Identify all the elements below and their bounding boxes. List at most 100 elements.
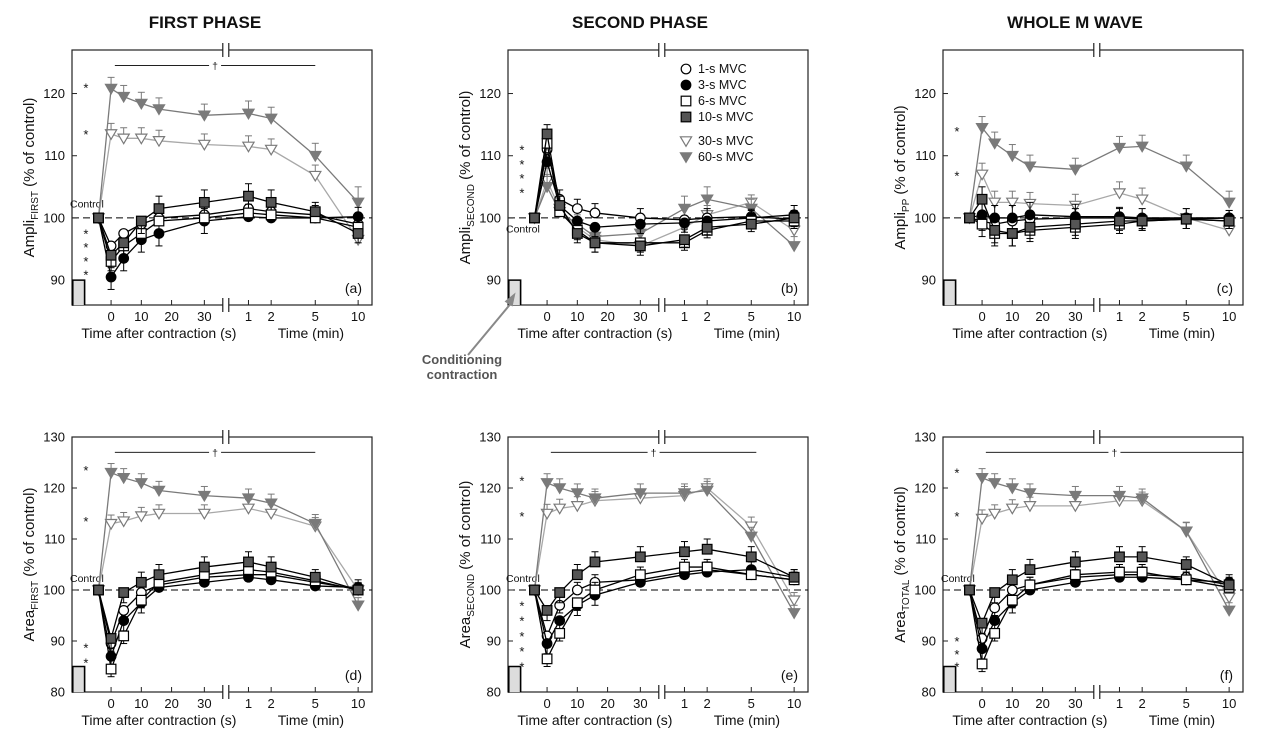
x-axis-label-seconds: Time after contraction (s)	[952, 325, 1107, 341]
data-point	[589, 221, 601, 233]
data-point	[744, 531, 758, 543]
significance-star: *	[519, 473, 524, 488]
series-line-3	[533, 133, 795, 247]
x-tick-label: 5	[748, 696, 755, 711]
data-point	[540, 182, 554, 194]
data-point	[1024, 564, 1036, 575]
axis-break-gap	[1093, 43, 1100, 57]
x-tick-label: 10	[570, 696, 584, 711]
y-tick-label: 100	[914, 583, 936, 598]
significance-star: *	[519, 143, 524, 158]
data-point	[243, 190, 254, 202]
y-axis-label-tail: (% of control)	[457, 91, 474, 184]
y-axis-label-sub: PP	[901, 198, 912, 212]
data-point	[571, 584, 583, 596]
x-tick-label: 1	[1116, 309, 1123, 324]
data-point	[989, 602, 1001, 614]
data-point	[976, 193, 988, 205]
x-axis-label-minutes: Time (min)	[278, 325, 344, 341]
y-axis-label-main: Area	[892, 610, 909, 642]
x-tick-label: 5	[748, 309, 755, 324]
data-point	[989, 615, 1001, 626]
axis-break-gap	[222, 298, 229, 312]
data-point	[105, 633, 117, 644]
data-point	[1136, 215, 1148, 227]
data-point	[964, 212, 975, 224]
x-tick-label: 5	[312, 696, 319, 711]
conditioning-pulse	[942, 279, 957, 306]
x-axis-label-seconds: Time after contraction (s)	[517, 325, 672, 341]
data-point	[634, 218, 646, 230]
data-point	[634, 240, 646, 252]
data-point	[700, 194, 714, 206]
y-axis-label-main: Area	[457, 616, 474, 648]
y-axis-label-tail: (% of control)	[21, 488, 38, 581]
x-tick-label: 10	[787, 309, 801, 324]
series-line-5	[968, 476, 1230, 611]
data-point	[589, 584, 601, 596]
data-point	[1114, 566, 1125, 578]
y-tick-label: 90	[922, 634, 936, 649]
data-point	[976, 617, 988, 629]
data-point	[588, 493, 602, 505]
significance-star: *	[83, 514, 88, 529]
data-point	[988, 478, 1002, 490]
axis-break-gap	[658, 685, 665, 699]
data-point	[679, 561, 690, 573]
legend-marker	[680, 111, 692, 123]
data-point	[134, 511, 148, 523]
series-line-5	[533, 481, 795, 614]
axis-break-gap	[658, 298, 665, 312]
data-point	[1112, 490, 1127, 503]
data-point	[701, 221, 713, 233]
x-tick-label: 20	[164, 696, 178, 711]
x-tick-label: 0	[107, 696, 114, 711]
series-line-4	[968, 500, 1230, 599]
data-point	[541, 128, 553, 140]
series-line-5	[97, 87, 359, 218]
x-tick-label: 30	[633, 696, 647, 711]
data-point	[104, 518, 118, 531]
y-tick-label: 80	[51, 685, 65, 700]
data-point	[118, 630, 130, 642]
x-tick-label: 0	[107, 309, 114, 324]
y-tick-label: 80	[487, 685, 501, 700]
y-tick-label: 100	[479, 583, 501, 598]
data-point	[135, 594, 147, 606]
data-point	[1005, 503, 1019, 515]
y-axis-label-sub: SECOND	[466, 574, 477, 617]
significance-star: *	[954, 660, 959, 675]
data-point	[243, 556, 254, 568]
data-point	[989, 224, 1001, 236]
data-point	[134, 478, 148, 490]
data-point	[105, 663, 117, 675]
significance-star: *	[519, 660, 524, 675]
data-point	[554, 587, 566, 598]
data-point	[1179, 526, 1193, 538]
data-point	[308, 170, 322, 183]
data-point	[265, 561, 277, 573]
x-tick-label: 2	[1139, 696, 1146, 711]
series-line-0	[533, 568, 795, 638]
plot-frame	[71, 436, 373, 693]
conditioning-pulse	[507, 665, 522, 693]
x-tick-label: 20	[1035, 696, 1049, 711]
data-point	[975, 473, 989, 485]
series-line-4	[97, 507, 359, 591]
legend-label: 1-s MVC	[698, 62, 747, 76]
data-point	[701, 543, 713, 555]
conditioning-pulse	[71, 665, 86, 693]
data-point	[788, 571, 800, 583]
y-tick-label: 120	[43, 86, 65, 101]
data-point	[1006, 594, 1018, 606]
panel-letter: (f)	[1220, 667, 1233, 683]
data-point	[589, 237, 601, 249]
x-axis-label-minutes: Time (min)	[714, 712, 780, 728]
significance-star: *	[83, 240, 88, 255]
data-point	[554, 615, 566, 626]
conditioning-arrow-head	[504, 292, 516, 307]
plot-frame	[942, 49, 1244, 306]
data-point	[1223, 215, 1235, 227]
legend-label: 10-s MVC	[698, 110, 754, 124]
